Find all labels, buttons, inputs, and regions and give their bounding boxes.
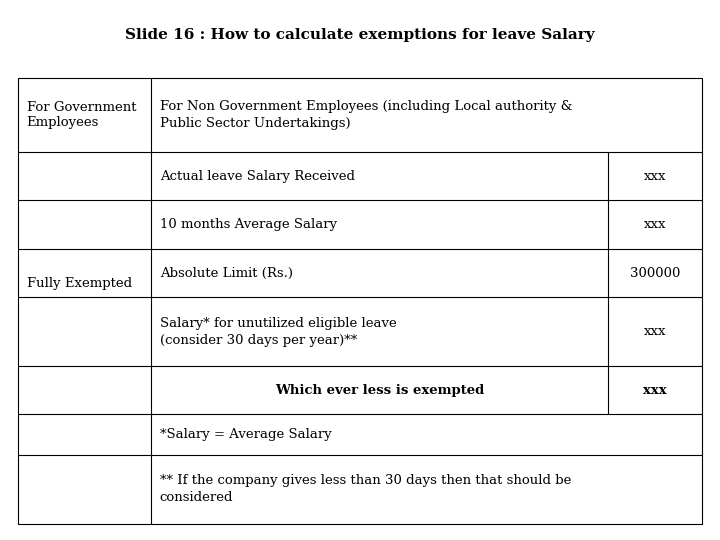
Text: Slide 16 : How to calculate exemptions for leave Salary: Slide 16 : How to calculate exemptions f… (125, 28, 595, 42)
Text: xxx: xxx (644, 325, 667, 338)
Text: For Non Government Employees (including Local authority &
Public Sector Undertak: For Non Government Employees (including … (160, 100, 572, 130)
Text: Fully Exempted: Fully Exempted (27, 276, 132, 290)
Text: *Salary = Average Salary: *Salary = Average Salary (160, 428, 332, 441)
Bar (18, 78, 702, 524)
Text: xxx: xxx (644, 218, 667, 231)
Text: xxx: xxx (644, 170, 667, 183)
Text: Actual leave Salary Received: Actual leave Salary Received (160, 170, 355, 183)
Text: 10 months Average Salary: 10 months Average Salary (160, 218, 337, 231)
Text: xxx: xxx (644, 383, 667, 397)
Text: Which ever less is exempted: Which ever less is exempted (275, 383, 485, 397)
Text: 300000: 300000 (630, 267, 680, 280)
Text: ** If the company gives less than 30 days then that should be
considered: ** If the company gives less than 30 day… (160, 475, 571, 504)
Text: Absolute Limit (Rs.): Absolute Limit (Rs.) (160, 267, 293, 280)
Text: For Government
Employees: For Government Employees (27, 101, 136, 129)
Text: Salary* for unutilized eligible leave
(consider 30 days per year)**: Salary* for unutilized eligible leave (c… (160, 316, 397, 347)
